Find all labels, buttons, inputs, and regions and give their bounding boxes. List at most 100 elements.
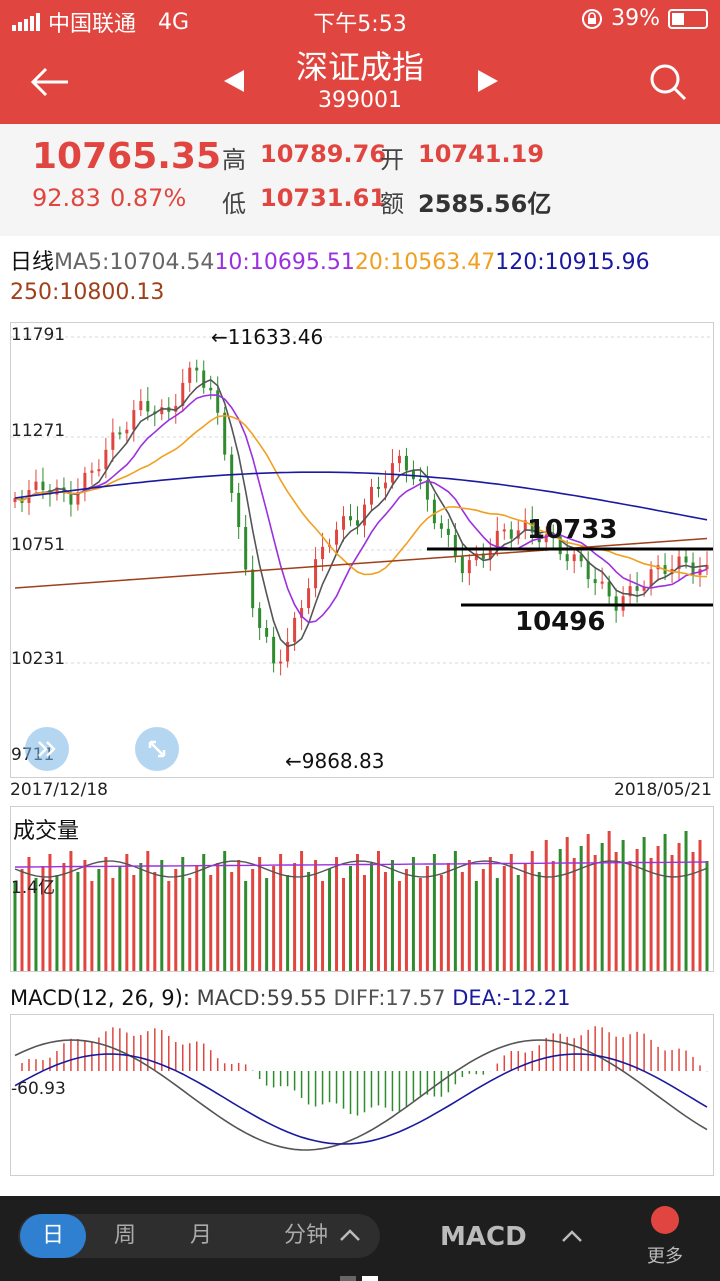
volume-bar bbox=[656, 846, 660, 971]
fullscreen-icon bbox=[148, 740, 166, 758]
volume-bar bbox=[705, 861, 709, 971]
back-arrow-icon[interactable] bbox=[28, 60, 72, 104]
volume-bar bbox=[642, 837, 646, 971]
open-value: 10741.19 bbox=[418, 140, 545, 168]
volume-bar bbox=[209, 875, 213, 971]
candle-body bbox=[83, 472, 87, 493]
volume-bar bbox=[62, 863, 66, 971]
ma20-line bbox=[14, 414, 708, 578]
candle-body bbox=[195, 367, 199, 371]
amount-label: 额 bbox=[380, 190, 404, 218]
ma10-line bbox=[14, 394, 708, 624]
volume-bar bbox=[90, 881, 94, 971]
candle-body bbox=[160, 407, 164, 415]
volume-bar bbox=[181, 857, 185, 971]
ma5-line bbox=[14, 378, 708, 648]
macd-chart[interactable]: -60.93 bbox=[10, 1014, 714, 1176]
expand-left-button[interactable] bbox=[25, 727, 69, 771]
candle-body bbox=[530, 520, 534, 533]
volume-bar bbox=[34, 878, 38, 971]
chevron-up-icon[interactable] bbox=[560, 1224, 584, 1248]
tab-minute-label: 分钟 bbox=[284, 1223, 329, 1248]
ma120-line bbox=[14, 471, 708, 521]
candle-body bbox=[586, 561, 590, 580]
y-label-3: 10751 bbox=[11, 535, 66, 555]
volume-bar bbox=[516, 875, 520, 971]
tab-week[interactable]: 周 bbox=[113, 1223, 136, 1248]
volume-ma5-line bbox=[14, 860, 708, 878]
status-bar: 中国联通 4G 下午5:53 39% bbox=[0, 0, 720, 40]
volume-bar bbox=[460, 872, 464, 971]
volume-bar bbox=[27, 857, 31, 971]
price-change: 92.83 bbox=[32, 184, 101, 212]
volume-bar bbox=[663, 834, 667, 971]
chevron-up-icon bbox=[340, 1229, 360, 1241]
volume-bar bbox=[174, 869, 178, 971]
volume-bar bbox=[579, 846, 583, 971]
volume-bar bbox=[83, 860, 87, 971]
volume-bar bbox=[300, 851, 304, 971]
annotation-bottom: 10496 bbox=[515, 607, 606, 637]
volume-bar bbox=[125, 854, 129, 971]
candle-body bbox=[41, 481, 45, 491]
candle-body bbox=[649, 569, 653, 587]
volume-bar bbox=[195, 866, 199, 971]
volume-bar bbox=[502, 866, 506, 971]
candle-body bbox=[188, 367, 192, 383]
volume-bar bbox=[293, 863, 297, 971]
kline-period-label: 日线 bbox=[10, 250, 55, 275]
open-label: 开 bbox=[380, 146, 404, 174]
indicator-selector[interactable]: MACD bbox=[440, 1222, 527, 1252]
volume-bar bbox=[244, 881, 248, 971]
fullscreen-button[interactable] bbox=[135, 727, 179, 771]
candle-body bbox=[125, 429, 129, 434]
candle-body bbox=[139, 401, 143, 411]
tab-day[interactable]: 日 bbox=[20, 1214, 86, 1258]
volume-chart[interactable]: 成交量 1.4亿 bbox=[10, 806, 714, 972]
volume-bar bbox=[670, 855, 674, 971]
volume-bar bbox=[69, 851, 73, 971]
candle-body bbox=[474, 553, 478, 561]
dea-line bbox=[14, 1053, 708, 1145]
candle-body bbox=[495, 530, 499, 551]
tab-minute[interactable]: 分钟 bbox=[258, 1214, 374, 1258]
candle-body bbox=[397, 455, 401, 464]
volume-bar bbox=[48, 854, 52, 971]
previous-stock-icon[interactable] bbox=[222, 68, 246, 94]
candle-body bbox=[293, 617, 297, 642]
volume-bar bbox=[153, 872, 157, 971]
candle-body bbox=[572, 554, 576, 562]
candle-body bbox=[432, 499, 436, 524]
volume-bar bbox=[425, 866, 429, 971]
volume-bar bbox=[383, 872, 387, 971]
next-stock-icon[interactable] bbox=[476, 68, 500, 94]
volume-bar bbox=[593, 855, 597, 971]
candle-body bbox=[76, 492, 80, 505]
volume-bar bbox=[97, 869, 101, 971]
kline-chart[interactable]: 11791 11271 10751 10231 9711 ←11633.46 ←… bbox=[10, 322, 714, 778]
low-label: 低 bbox=[222, 190, 246, 218]
candle-body bbox=[174, 405, 178, 412]
search-icon[interactable] bbox=[648, 62, 688, 102]
volume-bar bbox=[104, 857, 108, 971]
tab-month[interactable]: 月 bbox=[189, 1223, 212, 1248]
volume-bar bbox=[265, 878, 269, 971]
clock: 下午5:53 bbox=[313, 12, 407, 37]
carrier-name: 中国联通 bbox=[48, 12, 137, 37]
candle-body bbox=[467, 560, 471, 574]
volume-bar bbox=[649, 858, 653, 971]
battery-icon bbox=[668, 8, 708, 29]
bottom-toolbar: 日 周 月 分钟 MACD 更多 bbox=[0, 1196, 720, 1281]
volume-bar bbox=[509, 854, 513, 971]
volume-bar bbox=[146, 851, 150, 971]
candle-body bbox=[677, 556, 681, 569]
candle-body bbox=[376, 486, 380, 489]
more-button[interactable]: 更多 bbox=[640, 1206, 690, 1268]
candle-body bbox=[307, 588, 311, 609]
candle-body bbox=[286, 641, 290, 662]
candle-body bbox=[258, 608, 262, 628]
candle-body bbox=[272, 636, 276, 664]
volume-bar bbox=[272, 866, 276, 971]
candle-body bbox=[230, 454, 234, 493]
double-chevron-icon bbox=[38, 741, 56, 757]
